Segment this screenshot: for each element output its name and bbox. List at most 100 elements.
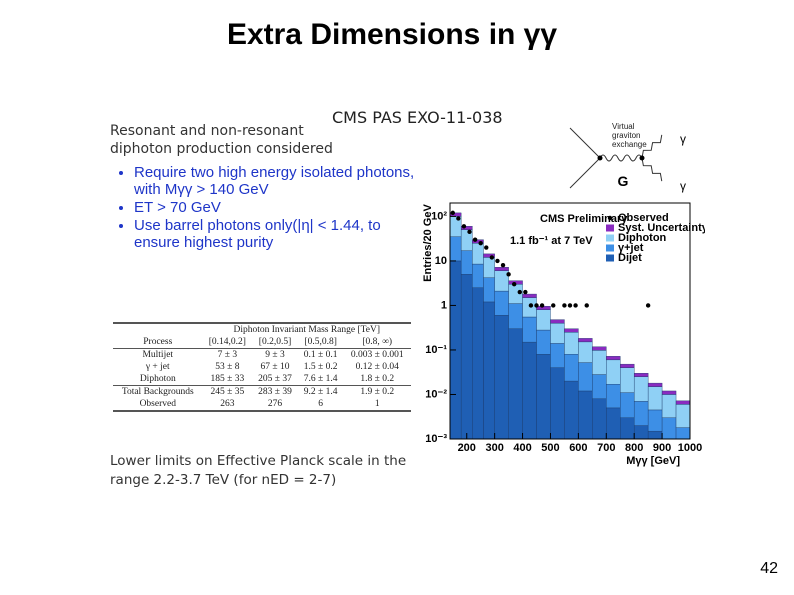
bullet-list: Require two high energy isolated photons… (110, 164, 424, 252)
histogram-segment (564, 332, 579, 355)
histogram-segment (564, 328, 579, 333)
histogram-segment (483, 253, 495, 258)
observed-point (495, 258, 500, 264)
slide-title: Extra Dimensions in γγ (226, 18, 558, 51)
histogram-segment (483, 277, 495, 303)
chart: 10⁻³ 10⁻² 10⁻¹ 1 10 10² 200 300 400 500 600 700 800 9… (422, 202, 705, 467)
particle-label: G (618, 173, 629, 189)
x-tick-label: 300 (485, 442, 503, 454)
photon-label: γ (680, 132, 686, 146)
observed-point (584, 303, 589, 308)
y-tick-label: 10⁻² (425, 388, 447, 400)
table-cell: Multijet (142, 350, 174, 360)
observed-point (534, 303, 539, 308)
histogram-segment (633, 401, 649, 426)
observed-point (539, 303, 545, 308)
x-tick-label: 800 (625, 442, 643, 454)
histogram-segment (606, 407, 621, 439)
histogram-segment (578, 390, 593, 439)
histogram-segment (647, 386, 663, 411)
histogram-segment (450, 236, 462, 262)
histogram-segment (522, 316, 537, 343)
table-header: Process (113, 336, 203, 349)
histogram-segment (550, 319, 565, 324)
histogram-segment (550, 343, 565, 368)
table-cell: 67 ± 10 (260, 362, 290, 372)
observed-point (511, 281, 517, 287)
histogram-segment (606, 384, 621, 409)
table-cell (113, 322, 203, 336)
y-axis-label: Entries/20 GeV (422, 204, 434, 282)
table-cell: 263 (202, 398, 253, 412)
histogram-segment (522, 341, 537, 439)
histogram-segment (592, 398, 607, 439)
histogram-segment (536, 309, 551, 331)
table-header: [0.2,0.5] (252, 336, 298, 349)
table-header: [0.14,0.2] (202, 336, 253, 349)
intro-text: Resonant and non-resonant diphoton produ… (110, 123, 333, 157)
histogram-segment (578, 338, 593, 343)
y-tick-label: 10⁻¹ (425, 344, 447, 356)
histogram-segment (647, 409, 663, 432)
histogram-segment (675, 400, 690, 405)
histogram-segment (578, 341, 593, 363)
bullet: Require two high energy isolated photons… (134, 164, 424, 198)
histogram-segment (592, 374, 607, 399)
table-header: [0.8, ∞) (343, 336, 411, 349)
table-cell: 0.12 ± 0.04 (355, 362, 399, 372)
table-row: Total Backgrounds 245 ± 35 283 ± 39 9.2 ± 1… (113, 385, 411, 398)
histogram-segment (647, 430, 663, 439)
histogram-segment (536, 354, 551, 439)
table-row: Diphoton Invariant Mass Range [TeV] (113, 322, 411, 336)
y-tick-label: 10⁻³ (425, 433, 447, 445)
legend-label: Observed (618, 212, 669, 224)
table-row: Multijet 7 ± 3 9 ± 3 0.1 ± 0.1 0.003 ± 0.001 (113, 349, 411, 362)
vertex (597, 155, 603, 161)
x-tick-label: 700 (597, 442, 615, 454)
legend-swatch (606, 244, 614, 252)
observed-point (467, 229, 472, 235)
histogram-segment (550, 322, 565, 344)
chart-subtitle: 1.1 fb⁻¹ at 7 TeV (510, 235, 593, 247)
histogram-segment (472, 287, 484, 439)
table-cell: 1.9 ± 0.2 (343, 385, 411, 398)
histogram-segment (460, 274, 473, 439)
histogram-segment (494, 290, 509, 316)
table-cell: 7.6 ± 1.4 (303, 374, 338, 384)
line (569, 127, 601, 159)
reference: CMS PAS EXO-11-038 (332, 108, 503, 127)
table-cell: 53 ± 8 (215, 362, 240, 372)
histogram-segment (633, 373, 649, 377)
x-tick-label: 600 (569, 442, 587, 454)
yield-table: Diphoton Invariant Mass Range [TeV] Proce… (113, 322, 411, 412)
legend-label: Diphoton (618, 232, 667, 244)
histogram-segment (472, 263, 484, 288)
photon-label: γ (680, 179, 686, 193)
legend-swatch (606, 234, 614, 242)
table-cell: 9.2 ± 1.4 (297, 385, 344, 398)
table-row: Diphoton 185 ± 33 205 ± 37 7.6 ± 1.4 1.8 ± 0… (113, 373, 411, 386)
histogram-segment (483, 257, 495, 278)
legend-swatch (606, 224, 614, 232)
diagram-label: Virtual graviton exchange (612, 122, 647, 149)
observed-point (528, 303, 534, 308)
histogram-segment (536, 329, 551, 355)
table-cell: 276 (252, 398, 298, 412)
feynman-diagram: G γ γ (569, 127, 686, 193)
x-tick-label: 400 (513, 442, 531, 454)
observed-point (645, 303, 651, 308)
observed-point (484, 245, 489, 250)
histogram-segment (564, 380, 579, 439)
histogram-segment (661, 417, 677, 439)
observed-point (517, 289, 522, 295)
legend-marker (607, 215, 613, 221)
observed-point (478, 241, 483, 246)
x-axis-label: Mγγ [GeV] (626, 455, 680, 467)
table-row: γ + jet 53 ± 8 67 ± 10 1.5 ± 0.2 0.12 ± 0.04 (113, 361, 411, 373)
photon (641, 157, 663, 182)
y-tick-label: 10 (435, 255, 447, 267)
x-tick-label: 1000 (678, 442, 702, 454)
histogram-segment (620, 417, 635, 439)
observed-point (456, 216, 461, 221)
